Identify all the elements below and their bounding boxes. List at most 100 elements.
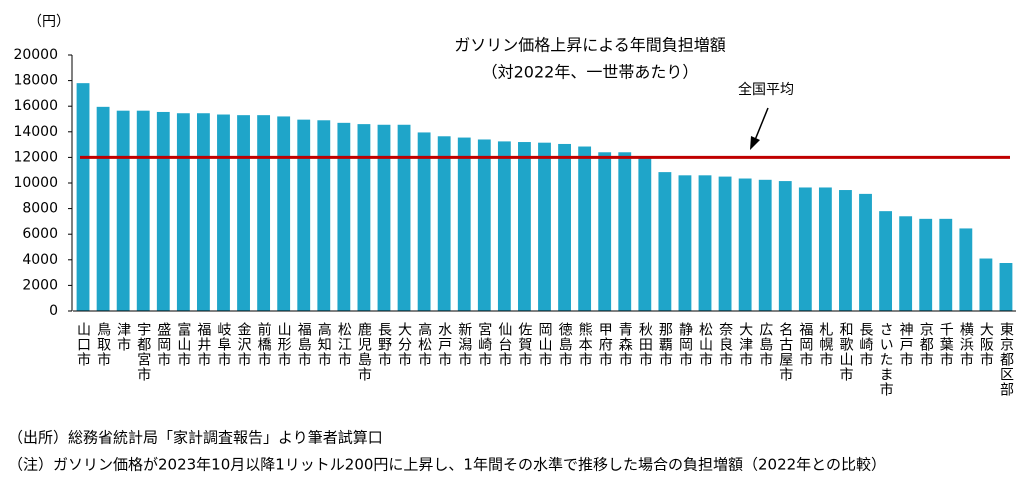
bar xyxy=(658,172,672,311)
y-tick-label: 14000 xyxy=(13,124,58,140)
bar xyxy=(598,152,612,311)
bar xyxy=(76,83,90,311)
bar xyxy=(437,136,451,311)
bar xyxy=(859,193,872,311)
y-unit: （円） xyxy=(28,14,70,30)
bar xyxy=(277,116,291,311)
x-tick-label: 和歌山市 xyxy=(837,322,853,382)
bar xyxy=(979,258,993,311)
bar xyxy=(558,143,571,311)
bar xyxy=(939,218,953,311)
x-tick-label: 富山市 xyxy=(175,321,191,367)
x-tick-label: 那覇市 xyxy=(657,322,673,367)
x-tick-label: 札幌市 xyxy=(817,322,833,367)
y-tick-label: 12000 xyxy=(13,149,58,165)
bar xyxy=(116,110,130,312)
x-tick-label: さいたま市 xyxy=(878,322,894,397)
x-tick-label: 横浜市 xyxy=(958,322,974,367)
x-tick-label: 松山市 xyxy=(697,322,713,367)
y-tick-label: 10000 xyxy=(13,175,58,191)
y-tick-label: 8000 xyxy=(22,201,58,217)
bar xyxy=(678,175,692,311)
bar xyxy=(718,176,732,311)
y-tick-label: 16000 xyxy=(13,98,58,114)
x-tick-label: 松江市 xyxy=(336,322,352,367)
bar xyxy=(778,181,792,311)
bar xyxy=(457,137,471,311)
x-tick-label: 京都市 xyxy=(918,322,934,367)
bar xyxy=(899,216,913,311)
bar xyxy=(818,187,832,311)
bar xyxy=(798,187,812,311)
x-tick-label: 大分市 xyxy=(396,322,412,367)
x-tick-label: 新潟市 xyxy=(456,322,472,367)
x-tick-label: 秋田市 xyxy=(637,322,653,367)
y-tick-label: 2000 xyxy=(22,277,58,293)
x-tick-label: 徳島市 xyxy=(557,322,573,367)
bar xyxy=(96,106,110,311)
x-tick-label: 奈良市 xyxy=(717,322,733,367)
x-tick-label: 山形市 xyxy=(276,322,292,367)
x-tick-label: 高松市 xyxy=(416,321,432,367)
note: （出所）総務省統計局「家計調査報告」より筆者試算口 xyxy=(8,429,383,447)
bar xyxy=(237,115,250,311)
bar xyxy=(497,141,511,311)
bar xyxy=(337,122,351,311)
bar xyxy=(357,124,371,312)
bar xyxy=(417,132,431,311)
bar xyxy=(297,119,311,311)
y-tick-label: 20000 xyxy=(13,47,58,63)
y-tick-label: 0 xyxy=(49,303,58,319)
bar xyxy=(738,178,752,311)
x-tick-label: 仙台市 xyxy=(496,322,512,367)
x-tick-label: 鳥取市 xyxy=(95,322,111,367)
x-tick-label: 宇都宮市 xyxy=(135,322,151,382)
x-tick-label: 宮崎市 xyxy=(476,322,492,367)
x-tick-label: 岡山市 xyxy=(537,322,553,367)
x-tick-label: 大阪市 xyxy=(978,322,994,367)
bar xyxy=(959,228,973,311)
bar xyxy=(758,179,772,311)
bar xyxy=(538,142,551,311)
x-tick-label: 青森市 xyxy=(617,322,633,367)
bar xyxy=(578,146,592,311)
bar xyxy=(919,218,933,311)
x-tick-label: 福井市 xyxy=(195,322,211,367)
bar xyxy=(136,110,150,312)
x-tick-label: 長野市 xyxy=(376,322,392,367)
x-tick-label: 千葉市 xyxy=(938,322,954,367)
bar xyxy=(156,111,170,312)
y-tick-label: 18000 xyxy=(13,73,58,89)
bar xyxy=(477,139,491,311)
bar xyxy=(879,211,893,311)
bar xyxy=(397,124,411,311)
x-tick-label: 熊本市 xyxy=(577,322,593,367)
y-tick-label: 6000 xyxy=(22,226,58,242)
x-tick-label: 前橋市 xyxy=(256,321,272,367)
bar xyxy=(999,263,1013,311)
y-tick-label: 4000 xyxy=(22,252,58,268)
note: （注）ガソリン価格が2023年10月以降1リットル200円に上昇し、1年間その水… xyxy=(8,456,886,474)
x-tick-label: 高知市 xyxy=(316,321,332,367)
x-tick-label: 甲府市 xyxy=(597,322,613,367)
chart-title: ガソリン価格上昇による年間負担増額 xyxy=(454,36,726,55)
x-tick-label: 金沢市 xyxy=(236,322,252,367)
average-label: 全国平均 xyxy=(738,81,794,98)
x-tick-label: 水戸市 xyxy=(436,322,452,367)
bar xyxy=(698,175,712,311)
bar xyxy=(618,152,632,311)
x-tick-label: 長崎市 xyxy=(858,322,874,367)
x-tick-label: 東京都区部 xyxy=(998,322,1014,397)
x-tick-label: 岐阜市 xyxy=(215,322,231,367)
x-tick-label: 名古屋市 xyxy=(777,322,793,382)
x-tick-label: 福島市 xyxy=(296,322,312,367)
bar xyxy=(638,158,652,311)
bar xyxy=(176,113,190,312)
bar xyxy=(217,114,230,312)
x-tick-label: 神戸市 xyxy=(898,322,914,367)
x-tick-label: 鹿児島市 xyxy=(356,321,372,382)
x-tick-label: 大津市 xyxy=(737,322,753,367)
x-tick-label: 津市 xyxy=(115,322,131,352)
bar xyxy=(377,124,391,311)
